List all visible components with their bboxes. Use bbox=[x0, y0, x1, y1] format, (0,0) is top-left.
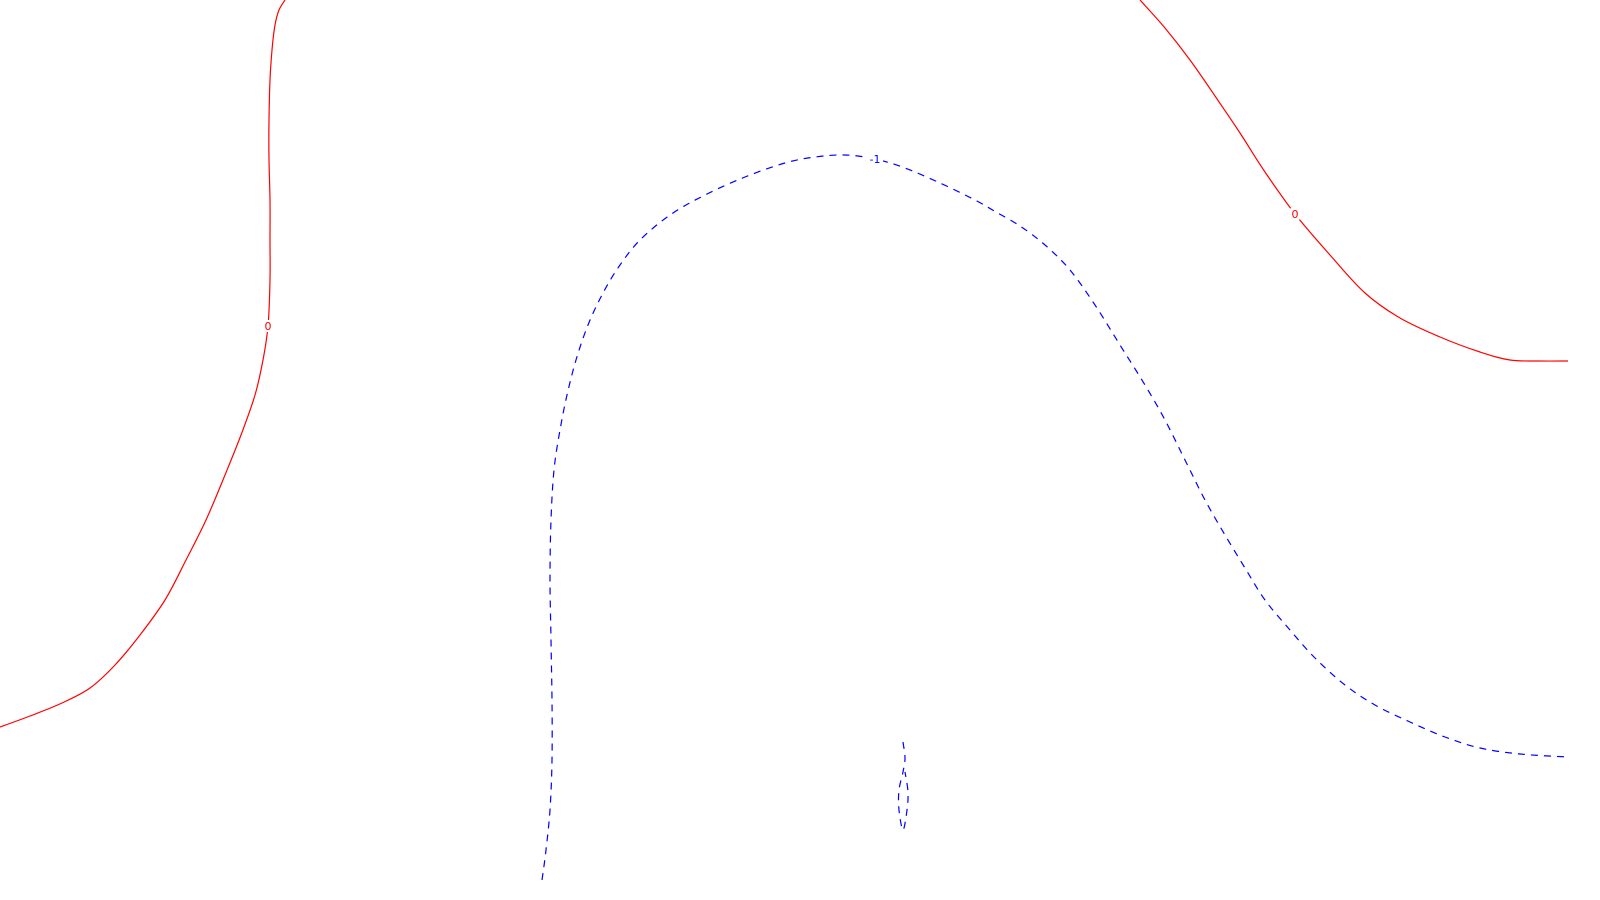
contour-line-neg1-small-loop bbox=[897, 741, 909, 831]
contour-line-zero-right bbox=[1139, 0, 1569, 362]
contour-layer bbox=[0, 0, 1569, 881]
contour-label-bg bbox=[263, 320, 273, 332]
contour-label-layer: 0 0 -1 bbox=[263, 153, 1300, 333]
contour-line-neg1-arch bbox=[541, 154, 1569, 881]
contour-label-bg bbox=[867, 153, 883, 165]
contour-label-bg bbox=[1290, 208, 1300, 220]
contour-label-zero-right: 0 bbox=[1292, 208, 1299, 221]
contour-label-neg1-arch: -1 bbox=[870, 153, 881, 166]
contour-line-zero-left bbox=[0, 0, 286, 728]
contour-label-zero-left: 0 bbox=[265, 320, 272, 333]
